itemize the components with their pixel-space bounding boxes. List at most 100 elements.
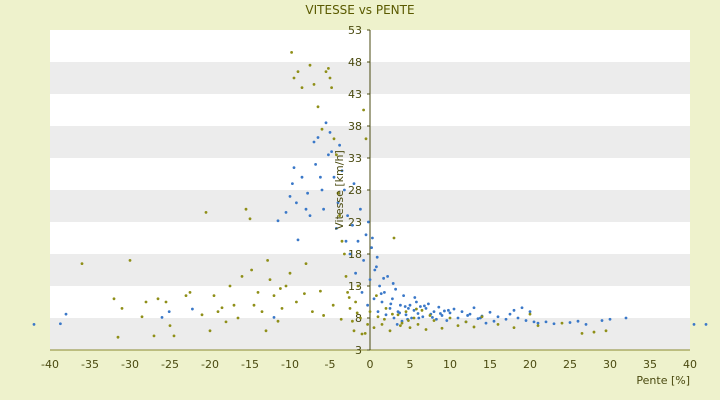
data-point <box>366 303 369 307</box>
x-axis-label: Pente [%] <box>636 374 690 387</box>
data-point <box>407 307 410 310</box>
data-point <box>419 305 422 308</box>
data-point <box>308 214 312 218</box>
data-point <box>295 201 298 205</box>
data-point <box>424 328 428 331</box>
data-point <box>232 303 236 307</box>
data-point <box>330 86 333 89</box>
data-point <box>340 169 344 173</box>
data-point <box>80 262 84 265</box>
data-point <box>560 321 564 325</box>
data-point <box>208 329 212 333</box>
data-point <box>366 323 369 326</box>
data-point <box>303 292 306 296</box>
data-point <box>319 289 322 293</box>
x-tick-label: 30 <box>603 358 617 371</box>
x-tick-label: -5 <box>325 358 336 371</box>
data-point <box>296 238 300 242</box>
y-tick-label: 38 <box>348 120 362 133</box>
data-point <box>320 127 324 131</box>
data-point <box>332 175 336 179</box>
data-point <box>380 323 384 326</box>
data-point <box>335 153 338 157</box>
x-tick-label: 15 <box>483 358 497 371</box>
data-point <box>404 313 408 317</box>
data-point <box>464 320 468 324</box>
y-tick-label: 48 <box>348 56 362 69</box>
data-point <box>328 131 332 134</box>
data-point <box>316 105 320 109</box>
data-point <box>395 323 399 326</box>
data-point <box>324 70 328 73</box>
data-point <box>376 310 380 313</box>
data-point <box>354 300 357 304</box>
data-point <box>116 335 120 339</box>
data-point <box>244 207 248 211</box>
data-point <box>480 315 484 319</box>
data-point <box>412 316 416 320</box>
data-point <box>375 294 378 297</box>
data-point <box>600 319 604 322</box>
data-point <box>399 324 402 328</box>
data-point <box>292 76 296 80</box>
data-point <box>360 291 364 294</box>
data-point <box>328 76 332 80</box>
y-tick-label: 8 <box>355 312 362 325</box>
data-point <box>144 300 148 304</box>
data-point <box>300 86 304 89</box>
data-point <box>348 307 352 310</box>
data-point <box>311 310 314 313</box>
y-tick-label: 53 <box>348 24 362 37</box>
y-tick-label: 43 <box>348 88 362 101</box>
data-point <box>322 314 325 317</box>
data-point <box>343 252 346 256</box>
data-point <box>392 236 396 240</box>
x-axis-tick-labels: -40 -35 -30 -25 -20 -15 -10 -5 0 5 10 15 20 25 30 35 40 <box>41 358 697 371</box>
data-point <box>188 291 192 294</box>
data-point <box>415 307 418 311</box>
data-point <box>472 325 476 329</box>
data-point <box>508 312 512 316</box>
data-point <box>624 316 628 320</box>
data-point <box>284 211 288 214</box>
data-point <box>359 316 362 320</box>
data-point <box>351 319 354 323</box>
data-point <box>520 306 524 310</box>
data-point <box>608 317 612 321</box>
data-point <box>352 182 356 186</box>
data-point <box>396 313 400 317</box>
data-point <box>167 310 171 313</box>
data-point <box>200 313 204 317</box>
data-point <box>448 311 452 315</box>
data-point <box>314 163 317 166</box>
data-point <box>528 312 532 316</box>
data-point <box>156 297 160 301</box>
data-point <box>466 314 469 317</box>
data-point <box>266 259 269 262</box>
x-tick-label: 40 <box>683 358 697 371</box>
data-point <box>252 303 256 307</box>
data-point <box>391 297 394 301</box>
data-point <box>552 322 556 326</box>
chart-title: VITESSE vs PENTE <box>305 3 414 17</box>
data-point <box>375 265 378 269</box>
data-point <box>420 308 424 312</box>
data-point <box>427 302 430 306</box>
data-point <box>292 166 296 170</box>
data-point <box>160 315 164 319</box>
data-point <box>288 271 292 275</box>
data-point <box>204 211 208 214</box>
data-point <box>516 316 520 320</box>
data-point <box>364 137 368 141</box>
data-point <box>391 312 394 316</box>
x-tick-label: 5 <box>407 358 414 371</box>
data-point <box>413 296 417 299</box>
x-tick-label: -40 <box>41 358 59 371</box>
data-point <box>32 323 36 326</box>
data-point <box>367 220 370 224</box>
data-point <box>272 315 276 319</box>
data-point <box>260 310 264 313</box>
data-point <box>272 294 276 297</box>
data-point <box>356 239 360 243</box>
data-point <box>536 324 540 328</box>
